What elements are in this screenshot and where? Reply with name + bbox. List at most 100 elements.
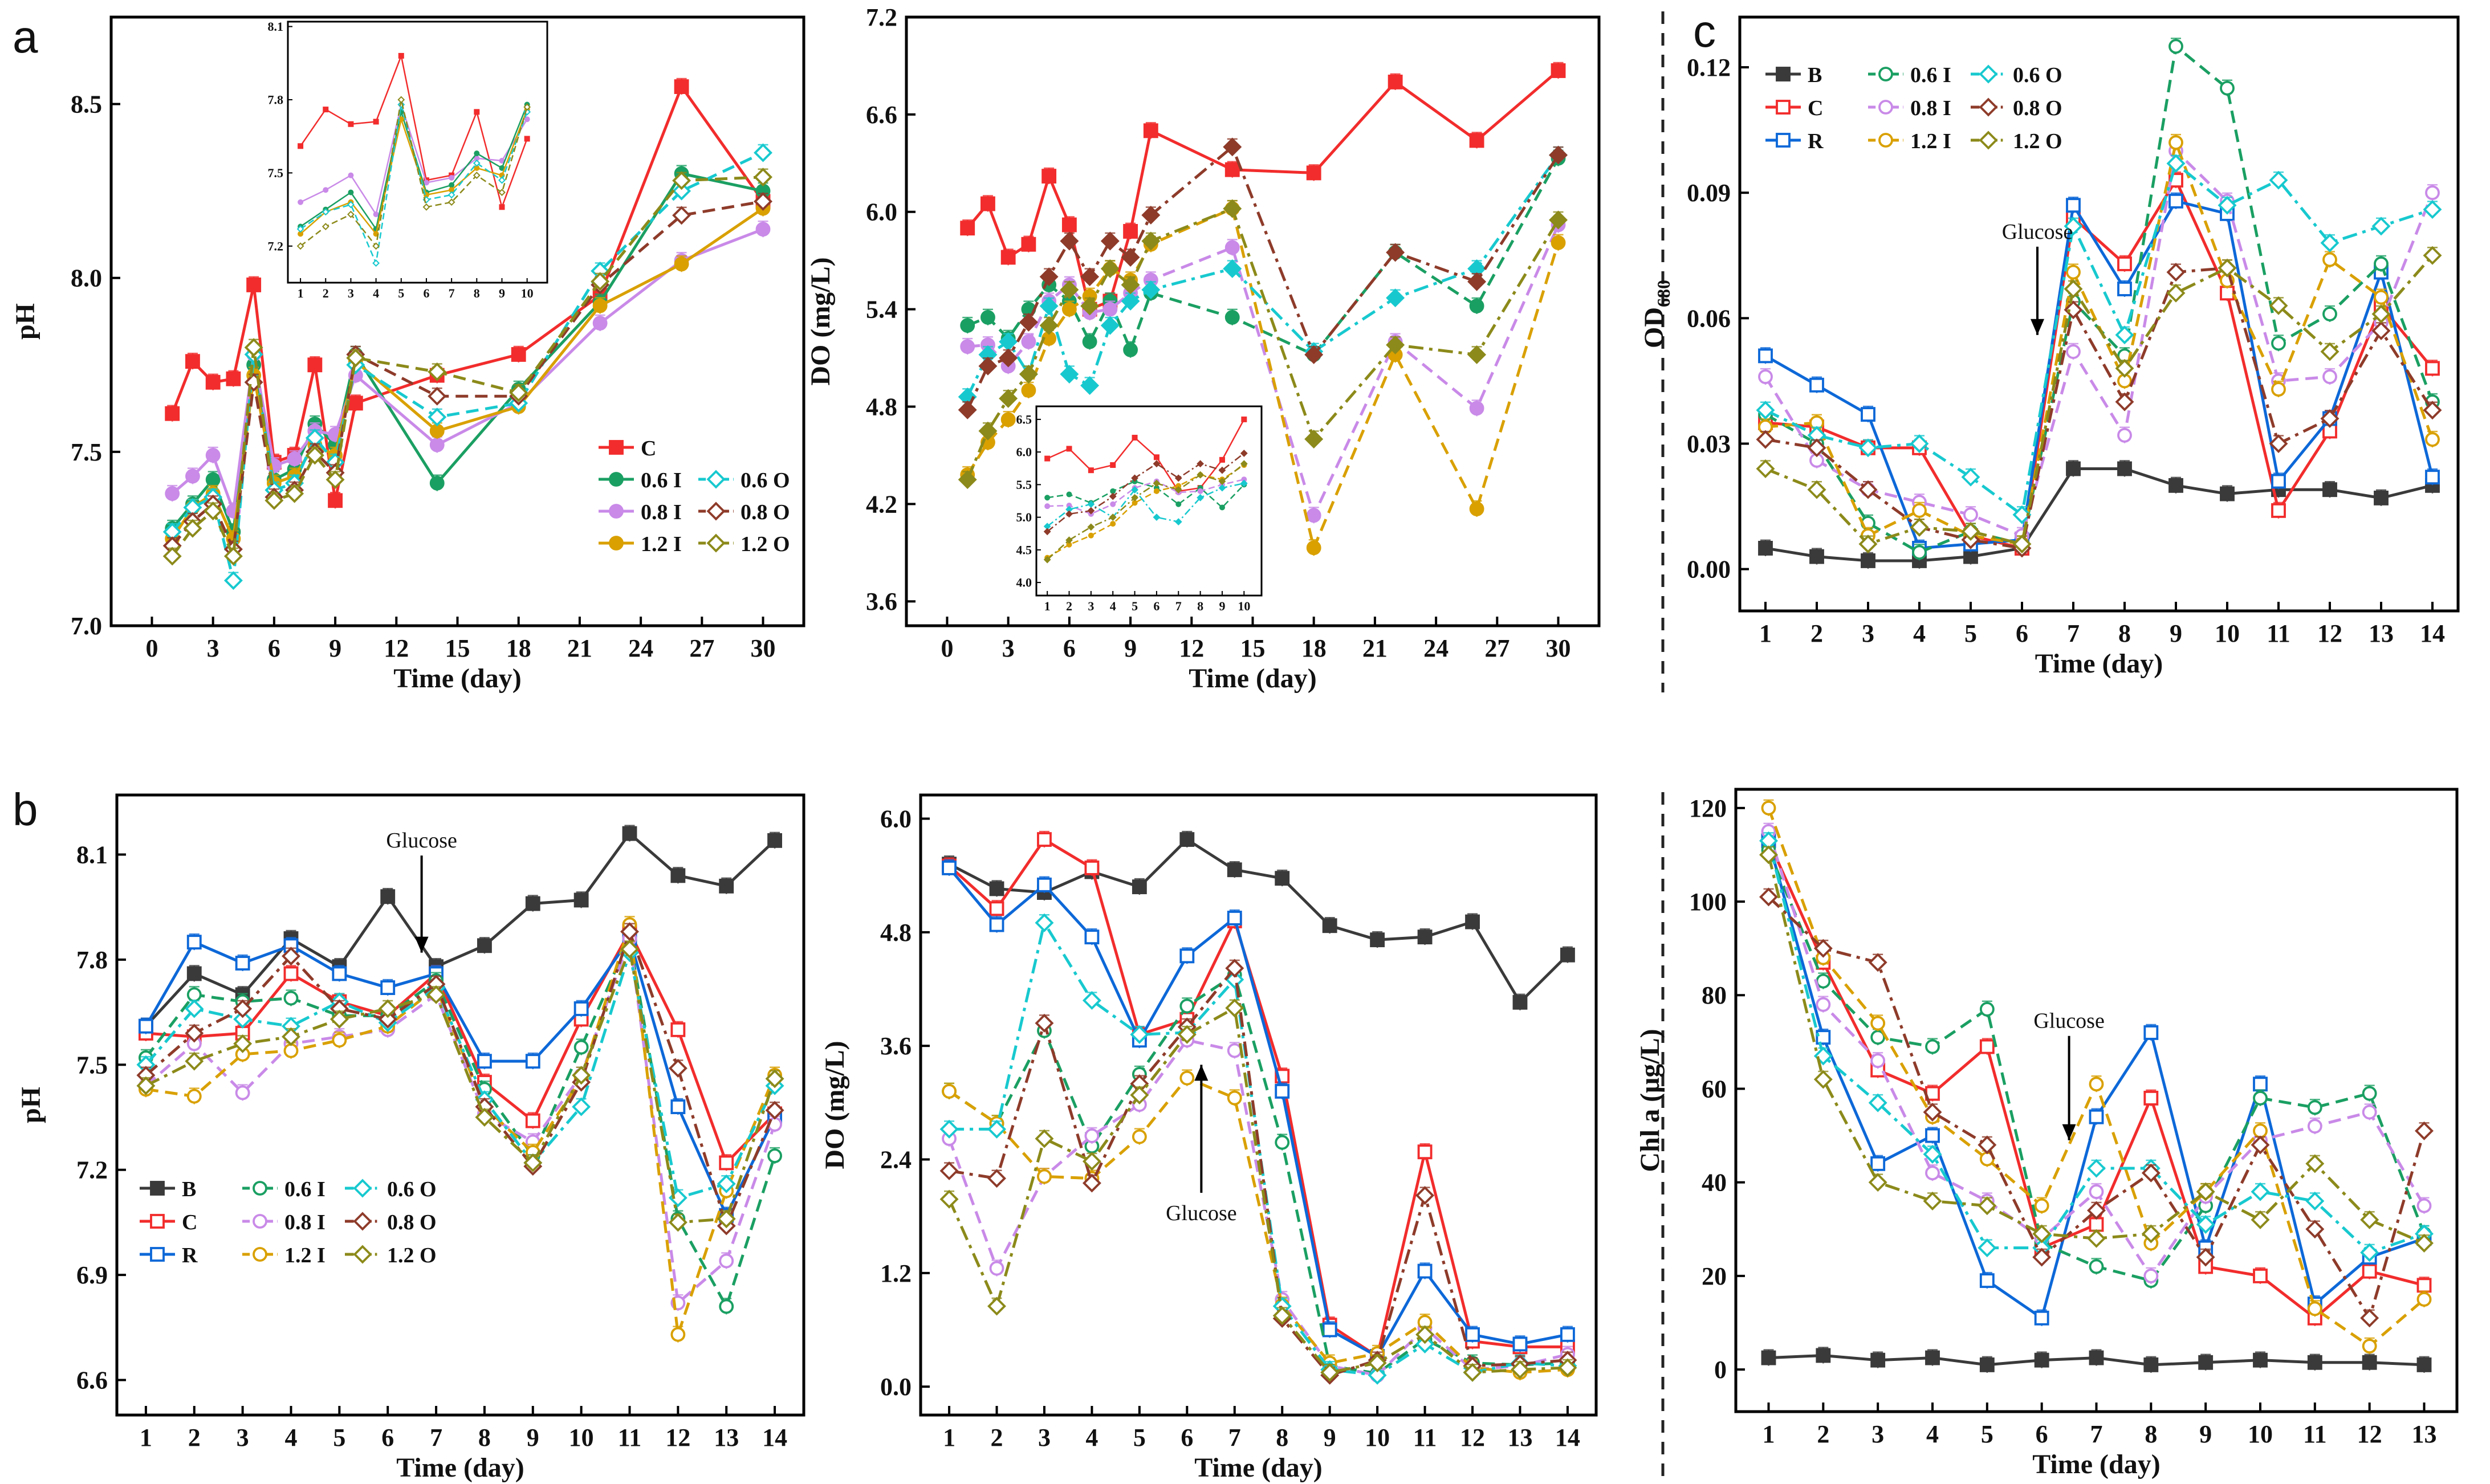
x-tick-label: 24 [628,634,653,662]
series-1-2-I [138,916,783,1343]
x-tick-label: 18 [1301,634,1327,662]
data-point [2066,264,2081,280]
legend-marker [253,1181,267,1196]
data-point [719,1155,734,1171]
y-tick-label: 7.5 [268,166,284,180]
data-point [282,947,300,966]
x-tick-label: 2 [1066,599,1072,613]
data-point [2305,1220,2325,1239]
data-point [205,448,221,463]
data-point [1035,1129,1054,1148]
data-point [754,168,773,187]
x-tick-label: 11 [1413,1424,1437,1452]
data-point [428,386,447,406]
data-point [233,999,253,1018]
data-point [2271,474,2286,489]
plot-frame [1035,405,1263,597]
x-tick-label: 2 [323,286,329,300]
data-point [767,1148,783,1164]
data-point [1197,460,1205,468]
data-point [942,860,957,875]
legend-marker [706,502,726,521]
data-point [2253,1268,2268,1283]
data-point [1240,450,1248,457]
data-point [1227,862,1242,878]
y-axis-label: OD680 [1639,280,1674,348]
data-point [1320,1363,1340,1382]
x-tick-label: 30 [751,634,776,662]
data-point [1080,296,1100,316]
x-tick-label: 14 [762,1424,787,1452]
data-point [1132,879,1147,895]
x-tick-label: 15 [1240,634,1266,662]
data-point [2416,1357,2432,1372]
data-point [423,180,429,186]
data-point [1868,1173,1887,1192]
data-point [332,966,347,981]
data-point [287,451,302,466]
chart-a1: 0 3 6 9 12 15 18 21 24 27 307.07.58.08.5C0.6 I 0.6 … [10,15,805,694]
x-axis-label: Time (day) [2032,1449,2160,1479]
y-tick-label: 7.5 [71,438,102,466]
x-tick-label: 6 [1153,599,1159,613]
data-point [348,396,363,411]
data-point [1963,549,1978,564]
data-point [2168,193,2183,209]
legend-label: 1.2 O [741,532,790,556]
data-point [1123,224,1138,239]
legend-label: B [1808,63,1822,87]
data-point [1143,123,1158,138]
legend-label: 1.2 O [2013,129,2062,153]
x-tick-label: 7 [1175,599,1182,613]
x-tick-label: 6 [381,1424,394,1452]
data-point [1816,1030,1831,1045]
x-tick-label: 10 [1365,1424,1390,1452]
y-tick-label: 20 [1702,1262,1727,1290]
panel-label-b: b [13,784,38,835]
data-point [2320,342,2340,361]
data-point [2374,490,2389,505]
data-point [186,935,202,950]
data-point [1467,272,1487,291]
data-point [1813,939,1833,958]
y-tick-label: 5.5 [1016,478,1032,492]
data-point [1870,1156,1886,1171]
data-point [717,1209,736,1229]
data-point [1386,335,1405,354]
data-point [1304,345,1324,364]
data-point [674,79,689,94]
series-C [942,830,1575,1365]
y-tick-label: 0.0 [880,1373,912,1401]
data-point [1100,231,1120,251]
data-point [473,159,481,167]
data-point [1816,997,1831,1012]
data-point [980,309,995,325]
data-point [1179,832,1195,847]
series-line [1765,254,2434,546]
data-point [1275,871,1290,886]
legend-marker [609,536,624,551]
data-point [1044,455,1051,462]
data-point [668,1058,687,1078]
y-axis-label: Chl a (μg/L) [1635,1029,1665,1172]
data-point [672,181,691,201]
x-tick-label: 9 [527,1424,539,1452]
legend-label: C [641,437,656,460]
legend-marker [609,440,624,455]
data-point [1197,488,1203,494]
x-tick-label: 3 [1088,599,1094,613]
legend-label: C [182,1210,197,1234]
data-point [2143,1025,2159,1040]
series-line [948,838,1568,1358]
data-point [1227,911,1242,926]
series-0-6-O [939,913,1577,1385]
legend-label: R [1808,129,1824,153]
y-tick-label: 0.03 [1687,430,1731,458]
data-point [397,96,405,104]
data-point [1275,1135,1290,1150]
series-line [145,937,776,1304]
data-point [1037,832,1052,847]
data-point [323,187,329,193]
data-point [265,491,284,510]
series-1-2-O [1759,845,2434,1253]
